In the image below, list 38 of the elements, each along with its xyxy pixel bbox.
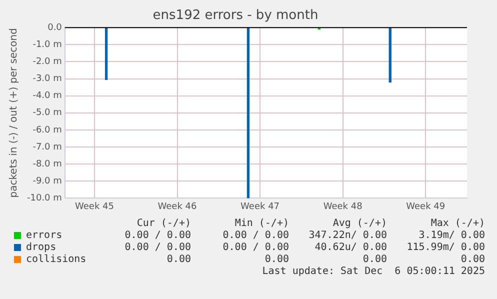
text: 0.00 <box>362 254 387 266</box>
y-tick-label: -10.0 m <box>26 194 62 204</box>
y-tick-label: -7.0 m <box>32 142 62 152</box>
text: Min (-/+) <box>234 218 289 230</box>
legend-label: drops <box>26 242 58 254</box>
text: 0.00 / 0.00 <box>124 230 191 242</box>
text: Max (-/+) <box>430 218 485 230</box>
text: 0.00 / 0.00 <box>222 242 289 254</box>
y-tick-label: -8.0 m <box>32 159 62 170</box>
text: 347.22n/ 0.00 <box>308 230 387 242</box>
text: 0.00 <box>166 254 191 266</box>
y-axis-title: packets in (-) / out (+) per second <box>8 28 20 198</box>
text: 40.62u/ 0.00 <box>314 242 387 254</box>
x-tick-label: Week 47 <box>240 202 280 212</box>
legend-label: errors <box>26 230 64 242</box>
x-tick-label: Week 46 <box>158 202 198 212</box>
x-tick-label: Week 48 <box>323 202 363 212</box>
y-tick-label: 0.0 <box>48 22 62 33</box>
legend-label: collisions <box>26 254 88 266</box>
text: Cur (-/+) <box>136 218 191 230</box>
y-tick-label: -5.0 m <box>32 108 62 118</box>
text: Last update: Sat Dec 6 05:00:11 2025 <box>262 266 485 277</box>
text: 0.00 / 0.00 <box>222 230 289 242</box>
text: 0.00 <box>460 254 485 266</box>
text: Avg (-/+) <box>332 218 387 230</box>
x-tick-label: Week 45 <box>74 202 114 212</box>
y-tick-label: -1.0 m <box>32 40 62 50</box>
y-tick-label: -2.0 m <box>32 57 62 68</box>
y-tick-label: -4.0 m <box>32 91 62 102</box>
y-tick-label: -6.0 m <box>32 125 62 136</box>
text: 3.19m/ 0.00 <box>418 230 485 242</box>
y-tick-label: -9.0 m <box>32 176 62 186</box>
text: 0.00 <box>264 254 289 266</box>
chart-title: ens192 errors - by month <box>152 8 318 24</box>
x-tick-label: Week 49 <box>406 202 446 212</box>
text: 115.99m/ 0.00 <box>406 242 485 254</box>
y-tick-label: -3.0 m <box>32 74 62 84</box>
text: 0.00 / 0.00 <box>124 242 191 254</box>
